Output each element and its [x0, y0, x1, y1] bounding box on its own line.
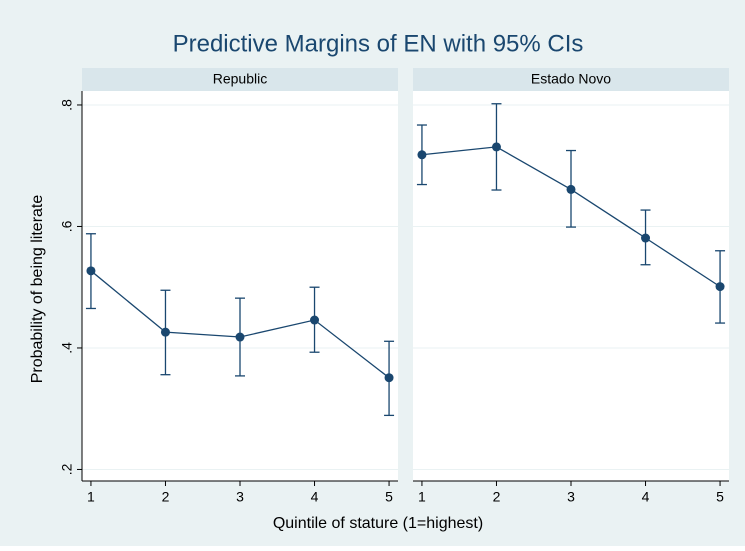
- x-tick-label: 4: [311, 489, 319, 505]
- x-tick-label: 3: [236, 489, 244, 505]
- y-tick-label: .2: [59, 463, 75, 475]
- point: [160, 327, 170, 337]
- point: [491, 142, 501, 152]
- y-tick-label: .6: [59, 220, 75, 232]
- x-tick-label: 1: [87, 489, 95, 505]
- x-tick-label: 2: [493, 489, 501, 505]
- plot-area: [82, 91, 398, 481]
- point: [715, 282, 725, 292]
- facet-title: Estado Novo: [531, 71, 611, 87]
- point: [310, 315, 320, 325]
- facet-title: Republic: [213, 71, 267, 87]
- x-tick-label: 5: [716, 489, 724, 505]
- chart-title: Predictive Margins of EN with 95% CIs: [173, 30, 584, 57]
- point: [235, 332, 245, 342]
- x-tick-label: 3: [567, 489, 575, 505]
- plot-area: [413, 91, 729, 481]
- x-tick-label: 2: [162, 489, 170, 505]
- facet-header: [82, 68, 398, 91]
- y-axis-title: Probability of being literate: [29, 195, 46, 384]
- facet-header: [413, 68, 729, 91]
- x-tick-label: 4: [642, 489, 650, 505]
- y-tick-label: .4: [59, 342, 75, 354]
- point: [86, 266, 96, 276]
- x-axis-title: Quintile of stature (1=highest): [273, 515, 483, 532]
- point: [566, 184, 576, 194]
- x-tick-label: 1: [418, 489, 426, 505]
- point: [384, 373, 394, 383]
- point: [641, 233, 651, 243]
- x-tick-label: 5: [385, 489, 393, 505]
- y-tick-label: .8: [59, 99, 75, 111]
- point: [417, 150, 427, 160]
